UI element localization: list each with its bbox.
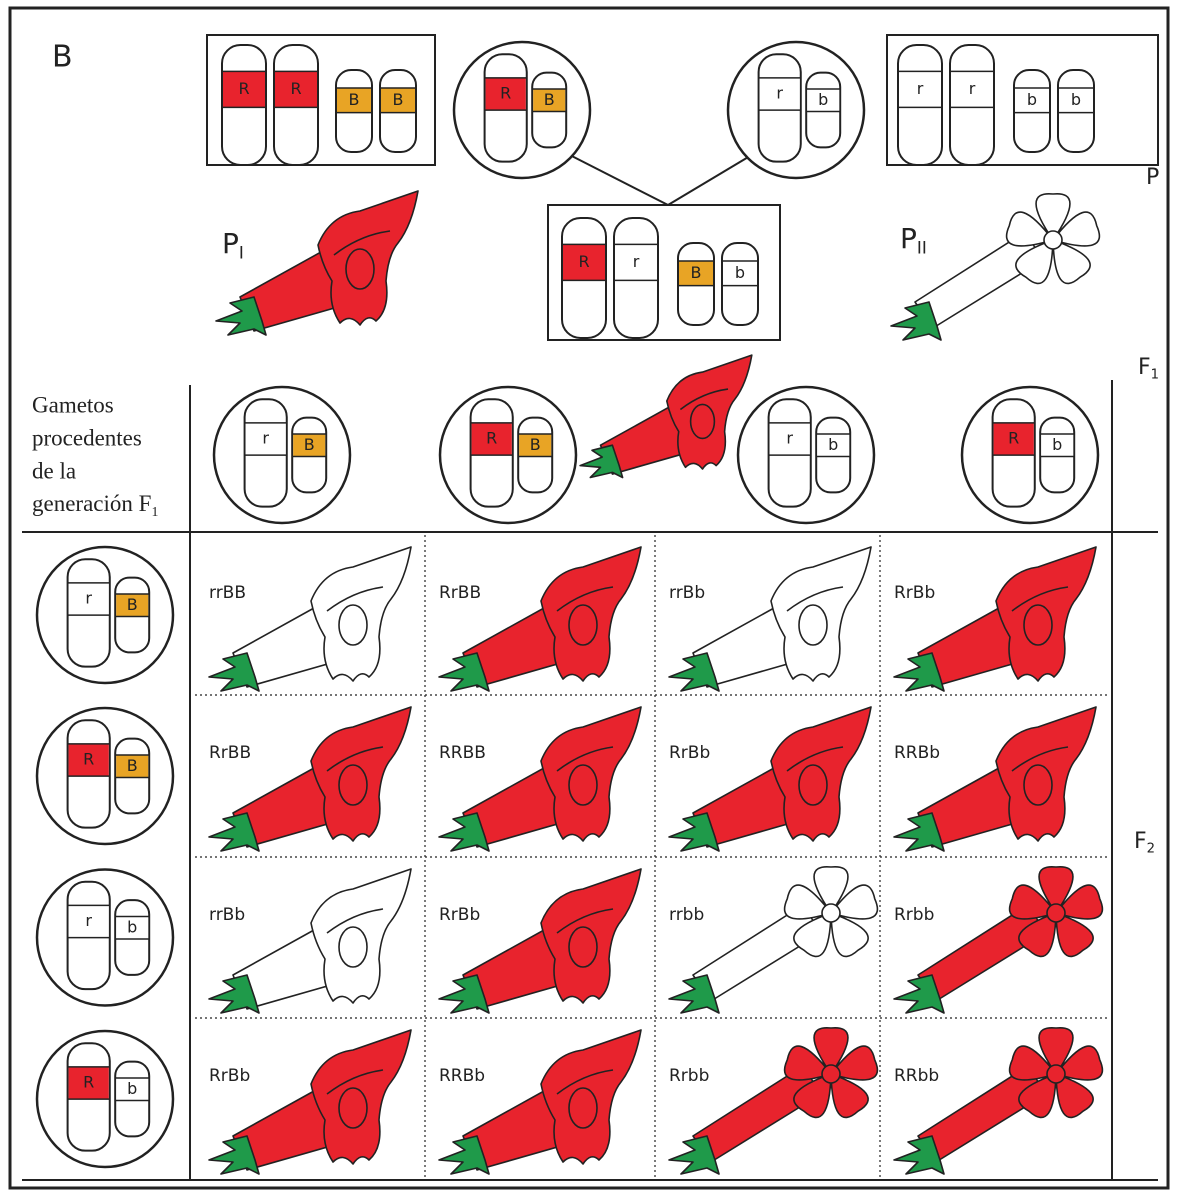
generation-label-sub: 1 [1151,368,1159,383]
generation-label-main: F [1138,355,1151,380]
genotype-label: RrBb [669,743,710,763]
caption-line-main: generación F [32,491,151,516]
caption-line: generación F1 [32,491,158,519]
genotype-label: RRBb [439,1066,485,1086]
allele-label: R [290,79,301,98]
allele-label: B [349,90,360,109]
allele-label: B [127,756,138,775]
panel-label: B [52,40,73,75]
flower-throat [1044,231,1062,249]
allele-label: B [304,435,315,454]
allele-label: r [633,252,640,271]
allele-label: B [530,435,541,454]
flower-fold [1024,605,1052,645]
flower-fold [569,1088,597,1128]
generation-label-sub: 2 [1147,842,1155,857]
flower-throat [822,1065,840,1083]
flower-throat [1047,1065,1065,1083]
allele-label: r [85,588,92,607]
genotype-label: rrBb [669,583,705,603]
parent-label-sub: II [917,237,927,257]
flower-fold [346,249,374,289]
parent-label-main: P [900,222,917,255]
flower-fold [569,605,597,645]
flower-fold [339,605,367,645]
genotype-label: RrBb [439,905,480,925]
allele-label: R [83,749,94,768]
genotype-label: rrBB [209,583,246,603]
flower-fold [569,927,597,967]
allele-label: B [544,90,555,109]
allele-label: b [818,90,828,109]
allele-label: b [1071,90,1081,109]
allele-label: b [735,263,745,282]
parent-label-sub: I [239,242,244,262]
allele-label: B [691,263,702,282]
flower-fold [1024,765,1052,805]
genotype-label: rrBb [209,905,245,925]
generation-label-main: F [1134,829,1147,854]
genotype-label: Rrbb [894,905,934,925]
generation-label: P [1146,165,1159,190]
allele-label: R [1008,428,1019,447]
allele-label: b [828,435,838,454]
genotype-label: RRBB [439,743,486,763]
parent-label-main: P [222,227,239,260]
flower-fold [691,404,715,438]
allele-label: r [969,79,976,98]
genotype-label: rrbb [669,905,704,925]
flower-throat [822,904,840,922]
allele-label: r [917,79,924,98]
allele-label: b [1027,90,1037,109]
allele-label: b [127,1079,137,1098]
allele-label: R [238,79,249,98]
caption-line-sub: 1 [151,504,158,519]
allele-label: r [786,428,793,447]
allele-label: r [85,911,92,930]
caption-line: procedentes [32,425,142,450]
genotype-label: RRbb [894,1066,939,1086]
allele-label: R [578,252,589,271]
genotype-label: RrBb [209,1066,250,1086]
flower-fold [799,605,827,645]
genotype-label: RrBB [439,583,481,603]
caption-line: Gametos [32,392,114,417]
flower-fold [339,1088,367,1128]
allele-label: R [500,83,511,102]
allele-label: r [262,428,269,447]
flower-fold [799,765,827,805]
flower-fold [569,765,597,805]
flower-throat [1047,904,1065,922]
allele-label: R [486,428,497,447]
diagram: B RRBBrrbbRBrbRrBbPIPIIPF1F2Gametosproce… [0,0,1177,1195]
genotype-label: RrBb [894,583,935,603]
allele-label: b [127,917,137,936]
caption-line: de la [32,458,76,483]
allele-label: r [776,83,783,102]
allele-label: B [393,90,404,109]
genotype-label: RRBb [894,743,940,763]
flower-fold [339,765,367,805]
genotype-label: RrBB [209,743,251,763]
allele-label: R [83,1072,94,1091]
allele-label: B [127,595,138,614]
allele-label: b [1052,435,1062,454]
genotype-label: Rrbb [669,1066,709,1086]
flower-fold [339,927,367,967]
